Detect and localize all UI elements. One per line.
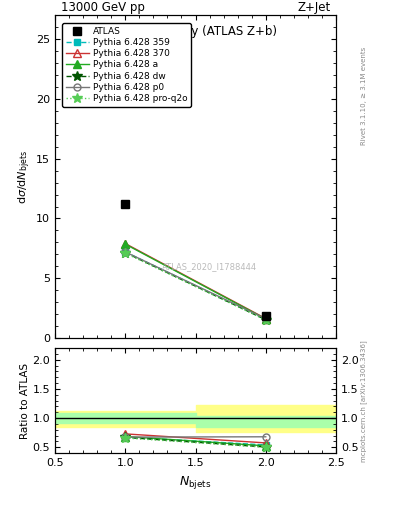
Line: Pythia 6.428 a: Pythia 6.428 a (121, 240, 270, 323)
Pythia 6.428 p0 (263, 316, 268, 322)
Line: Pythia 6.428 359: Pythia 6.428 359 (122, 248, 269, 323)
Pythia 6.428 359 (263, 316, 268, 323)
Pythia 6.428 370 (123, 241, 128, 247)
Text: Rivet 3.1.10, ≥ 3.1M events: Rivet 3.1.10, ≥ 3.1M events (361, 47, 367, 145)
Legend: ATLAS, Pythia 6.428 359, Pythia 6.428 370, Pythia 6.428 a, Pythia 6.428 dw, Pyth: ATLAS, Pythia 6.428 359, Pythia 6.428 37… (62, 23, 191, 107)
ATLAS (123, 201, 128, 207)
Text: mcplots.cern.ch [arXiv:1306.3436]: mcplots.cern.ch [arXiv:1306.3436] (361, 340, 367, 461)
Line: Pythia 6.428 dw: Pythia 6.428 dw (120, 248, 271, 325)
Line: Pythia 6.428 p0: Pythia 6.428 p0 (122, 248, 269, 322)
Pythia 6.428 pro-q2o (263, 317, 268, 323)
ATLAS (263, 313, 268, 319)
Line: Pythia 6.428 370: Pythia 6.428 370 (121, 240, 270, 323)
Y-axis label: d$\sigma$/d$N_{\mathrm{bjets}}$: d$\sigma$/d$N_{\mathrm{bjets}}$ (17, 150, 33, 204)
Text: 13000 GeV pp: 13000 GeV pp (61, 2, 145, 14)
Y-axis label: Ratio to ATLAS: Ratio to ATLAS (20, 362, 29, 439)
Text: ATLAS_2020_I1788444: ATLAS_2020_I1788444 (162, 263, 257, 271)
X-axis label: $N_{\mathrm{bjets}}$: $N_{\mathrm{bjets}}$ (179, 474, 212, 490)
Text: Jet multiplicity (ATLAS Z+b): Jet multiplicity (ATLAS Z+b) (114, 25, 277, 38)
Pythia 6.428 a (263, 316, 268, 322)
Pythia 6.428 p0 (123, 249, 128, 255)
Pythia 6.428 370 (263, 315, 268, 322)
Pythia 6.428 dw (263, 317, 268, 323)
Pythia 6.428 a (123, 241, 128, 247)
Line: Pythia 6.428 pro-q2o: Pythia 6.428 pro-q2o (120, 248, 271, 325)
Pythia 6.428 359 (123, 249, 128, 255)
Text: Z+Jet: Z+Jet (297, 2, 331, 14)
Pythia 6.428 dw (123, 249, 128, 255)
Pythia 6.428 pro-q2o (123, 250, 128, 256)
Line: ATLAS: ATLAS (121, 200, 270, 320)
